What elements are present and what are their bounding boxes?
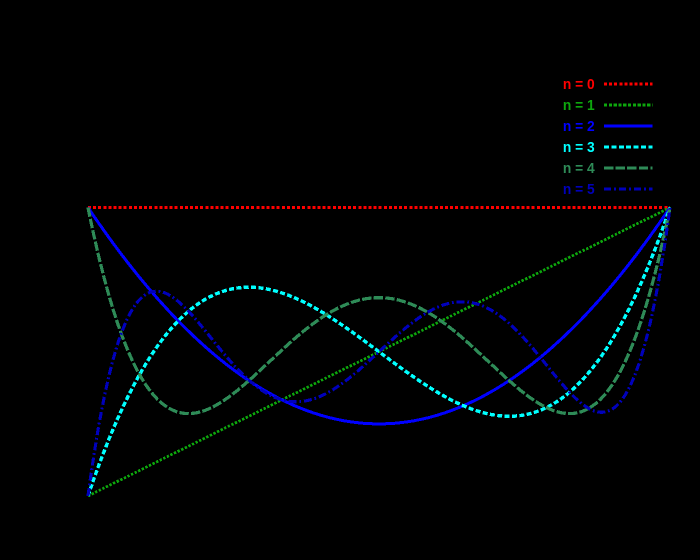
svg-text:n = 0: n = 0 — [563, 76, 595, 93]
svg-text:n = 5: n = 5 — [563, 181, 595, 198]
svg-text:n = 1: n = 1 — [563, 97, 595, 114]
svg-text:n = 2: n = 2 — [563, 118, 595, 135]
svg-text:n = 3: n = 3 — [563, 139, 595, 156]
svg-text:n = 4: n = 4 — [563, 160, 595, 177]
